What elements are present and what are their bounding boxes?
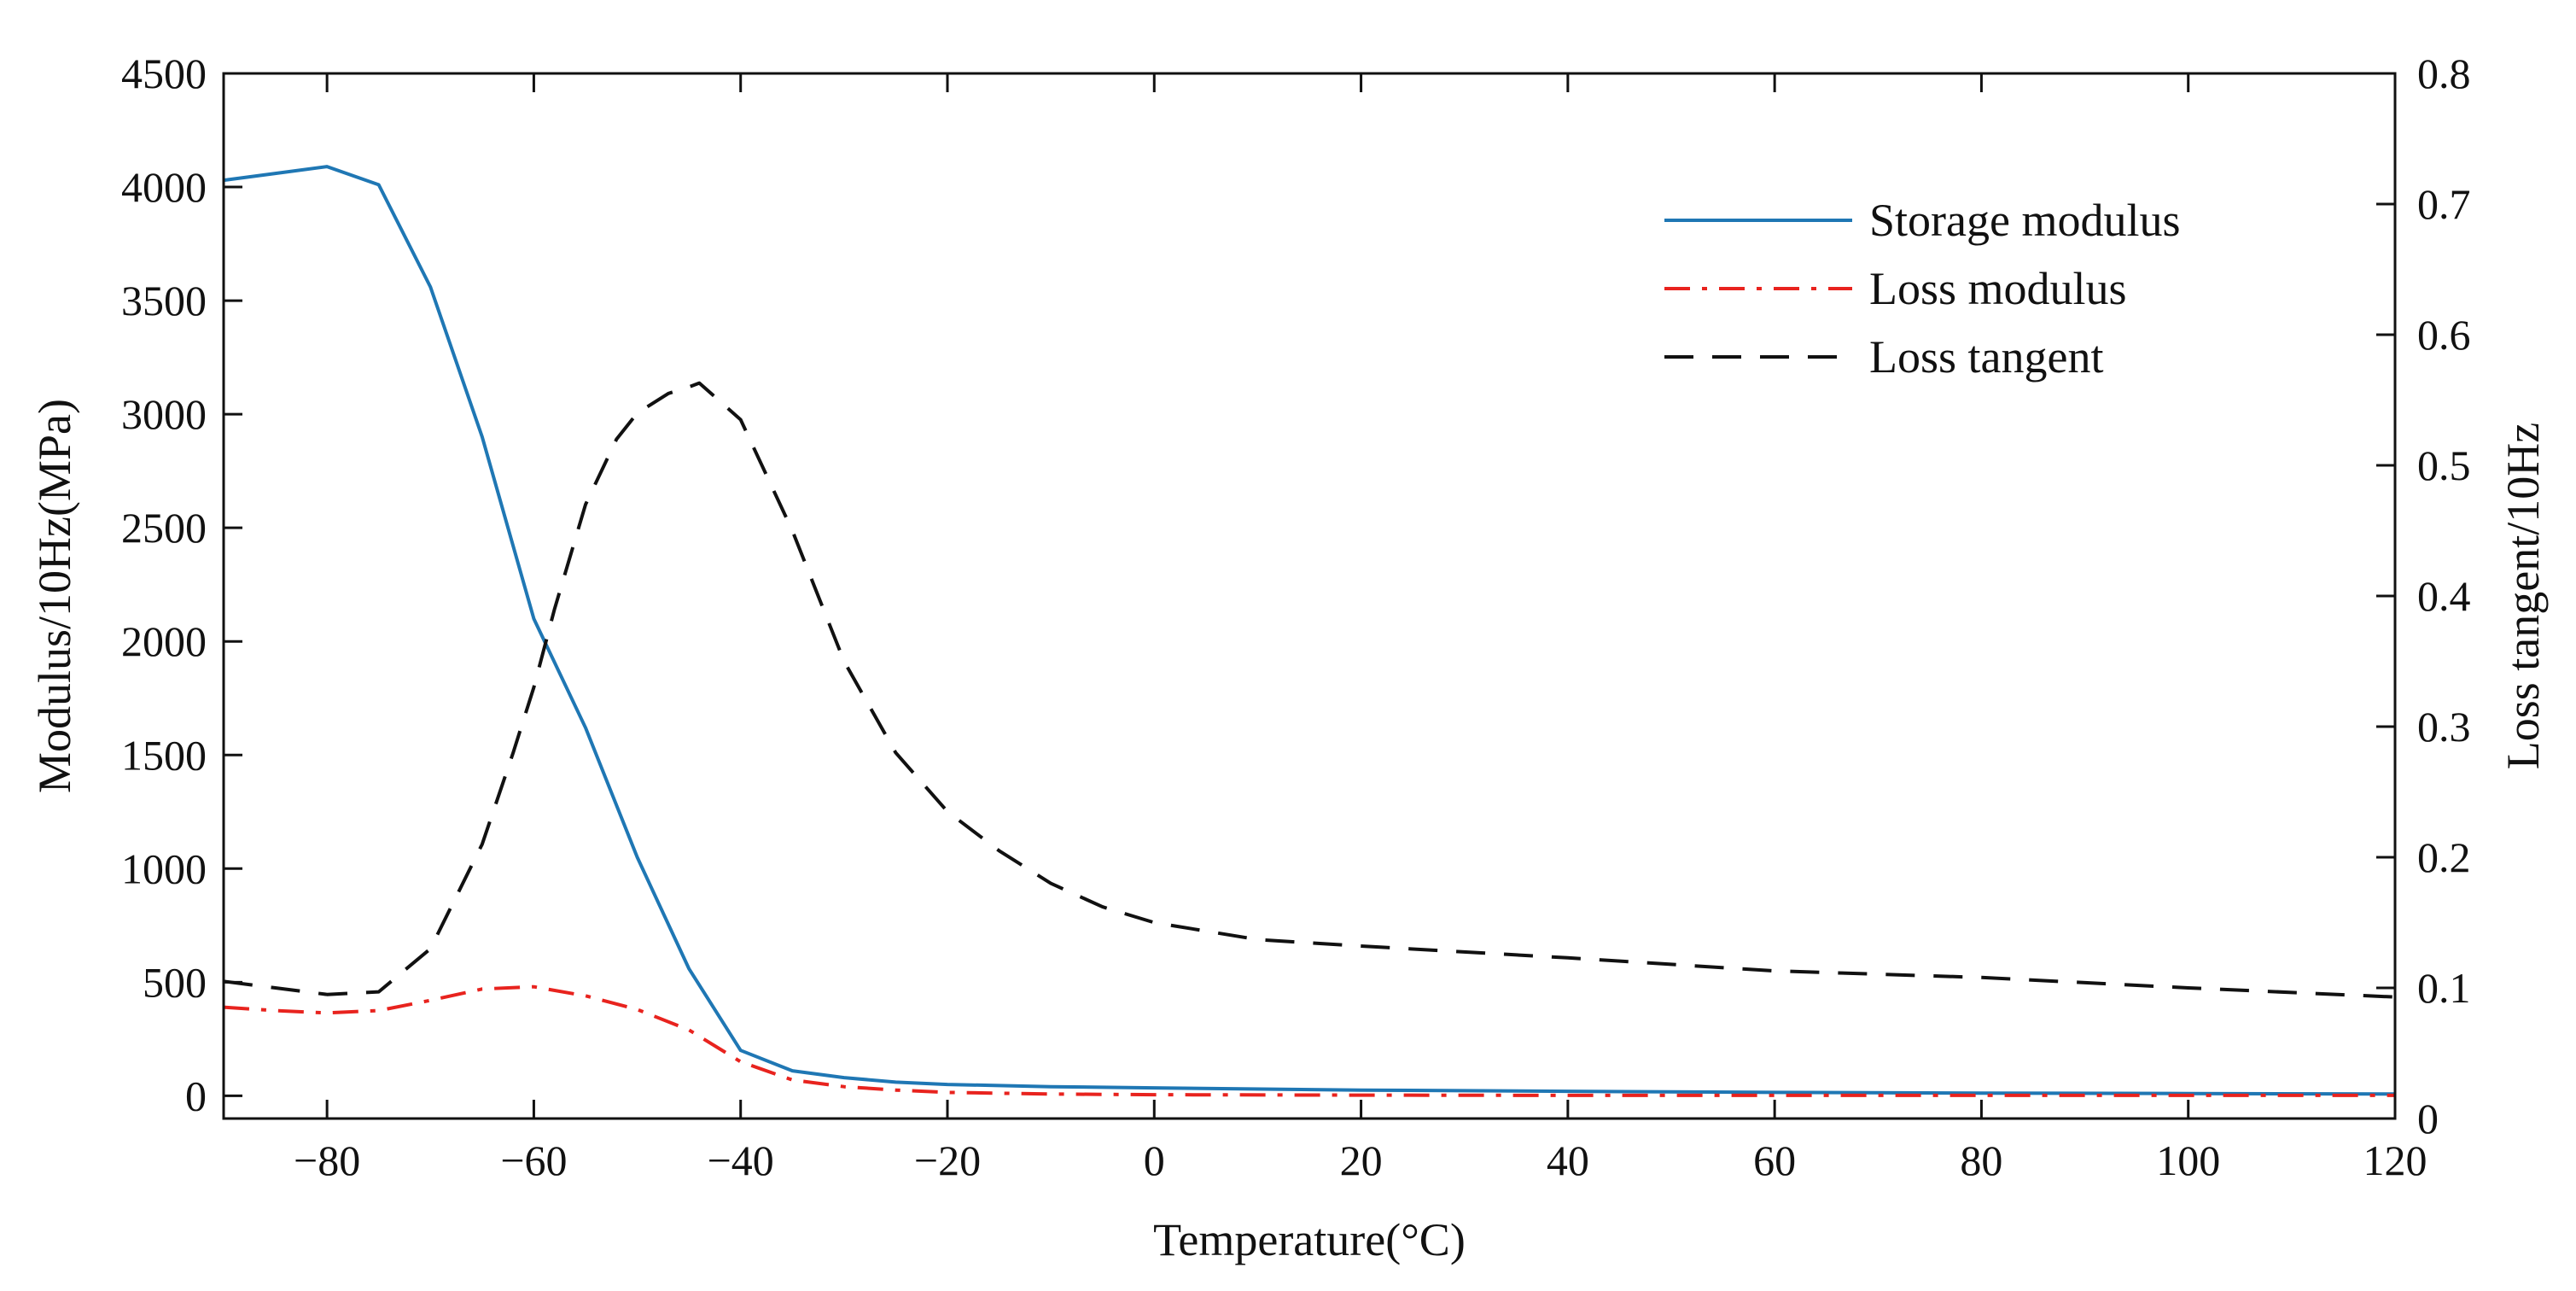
x-tick-label: 80 <box>1960 1136 2002 1184</box>
y2-tick-label: 0.5 <box>2417 441 2471 489</box>
legend: Storage modulus Loss modulus Loss tangen… <box>1664 195 2180 383</box>
x-tick-label: 60 <box>1753 1136 1796 1184</box>
x-axis: −80 −60 −40 −20 0 20 40 60 80 100 120 <box>294 73 2427 1184</box>
y-axis-left-title: Modulus/10Hz(MPa) <box>29 399 80 793</box>
x-tick-label: 120 <box>2363 1136 2427 1184</box>
legend-label-storage-modulus: Storage modulus <box>1869 195 2180 246</box>
legend-label-loss-modulus: Loss modulus <box>1869 263 2127 314</box>
y-tick-label: 500 <box>143 958 207 1006</box>
y2-tick-label: 0.3 <box>2417 703 2471 751</box>
y-axis-left: 0 500 1000 1500 2000 2500 3000 3500 4000 4500 <box>121 50 242 1119</box>
x-tick-label: −20 <box>914 1136 981 1184</box>
y-tick-label: 0 <box>185 1072 207 1119</box>
x-tick-label: −80 <box>294 1136 360 1184</box>
y2-tick-label: 0 <box>2417 1095 2439 1142</box>
series-line-loss-modulus <box>223 984 2395 1097</box>
x-axis-title: Temperature(°C) <box>1153 1214 1466 1265</box>
y2-tick-label: 0.7 <box>2417 180 2471 228</box>
series-line-loss-tangent <box>223 381 2396 999</box>
y2-tick-label: 0.6 <box>2417 311 2471 359</box>
legend-label-loss-tangent: Loss tangent <box>1869 331 2103 383</box>
y-tick-label: 4500 <box>121 50 207 97</box>
y-tick-label: 3500 <box>121 277 207 324</box>
y-axis-right-title: Loss tangent/10Hz <box>2497 423 2549 769</box>
x-tick-label: −60 <box>500 1136 567 1184</box>
y-tick-label: 2500 <box>121 504 207 552</box>
x-tick-label: −40 <box>708 1136 774 1184</box>
x-tick-label: 20 <box>1340 1136 1383 1184</box>
series-group <box>223 165 2396 1097</box>
y-tick-label: 1500 <box>121 731 207 779</box>
y2-tick-label: 0.4 <box>2417 572 2471 620</box>
series-line-storage-modulus <box>223 165 2396 1096</box>
y2-tick-label: 0.1 <box>2417 964 2471 1012</box>
y-tick-label: 2000 <box>121 617 207 665</box>
y-tick-label: 4000 <box>121 163 207 211</box>
y2-tick-label: 0.2 <box>2417 833 2471 881</box>
x-tick-label: 0 <box>1144 1136 1165 1184</box>
x-tick-label: 100 <box>2156 1136 2220 1184</box>
x-tick-label: 40 <box>1547 1136 1589 1184</box>
y-tick-label: 1000 <box>121 844 207 892</box>
y2-tick-label: 0.8 <box>2417 50 2471 97</box>
y-axis-right: 0 0.1 0.2 0.3 0.4 0.5 0.6 0.7 0.8 <box>2376 50 2471 1142</box>
y-tick-label: 3000 <box>121 390 207 438</box>
